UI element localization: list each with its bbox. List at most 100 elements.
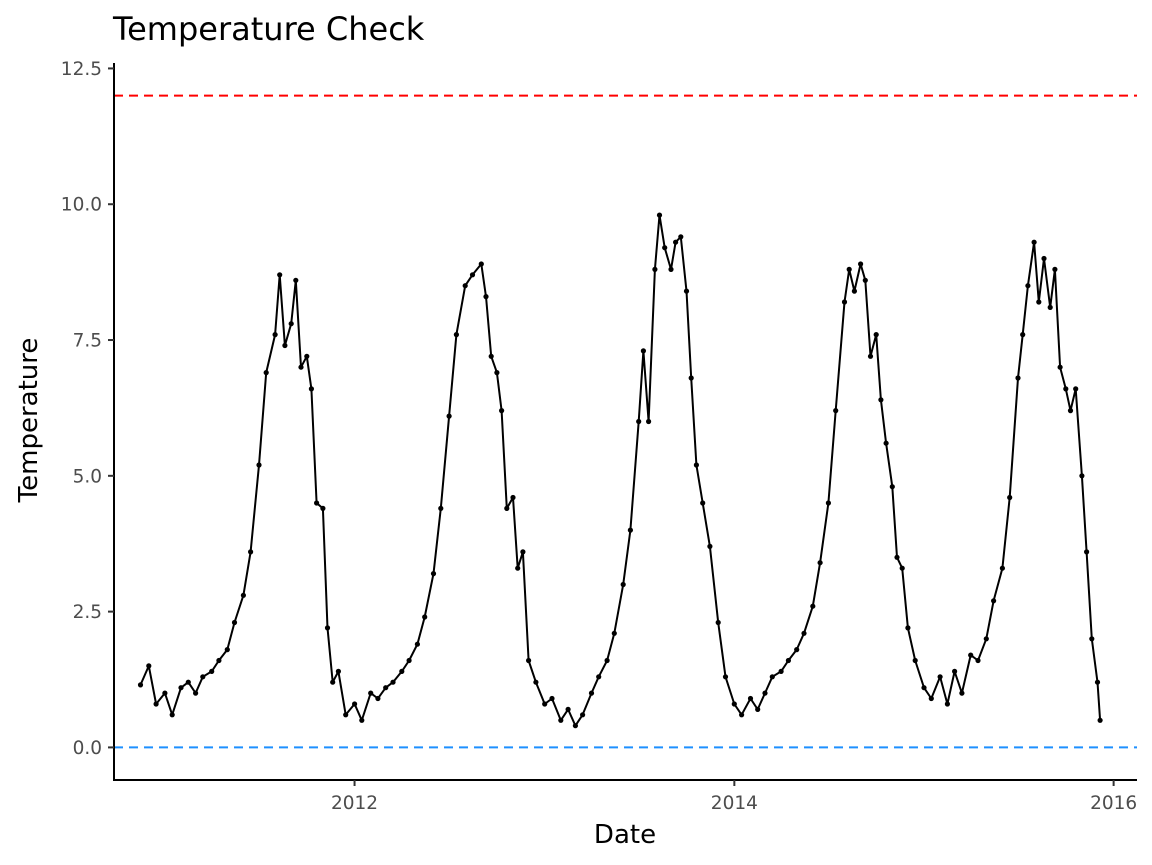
data-point-32 [359,717,365,723]
data-point-7 [193,690,199,696]
data-point-124 [999,565,1006,571]
data-point-105 [867,353,874,359]
data-point-24 [308,386,314,392]
data-point-77 [673,239,679,245]
data-point-27 [324,625,331,631]
data-point-19 [282,342,288,349]
data-point-91 [769,674,775,680]
data-point-20 [288,321,294,327]
data-point-111 [899,565,905,571]
data-point-142 [1097,717,1103,723]
data-point-108 [883,440,889,446]
data-point-28 [330,679,336,685]
data-point-106 [873,332,879,338]
data-point-88 [747,695,754,702]
data-point-92 [778,668,784,675]
data-point-29 [335,668,341,675]
data-point-35 [383,685,389,691]
data-point-76 [668,266,674,272]
data-point-74 [656,212,663,218]
data-point-43 [446,413,452,419]
y-tick-label-5: 12.5 [61,59,102,80]
data-point-89 [755,706,761,713]
data-point-64 [588,690,595,696]
data-point-49 [488,353,494,359]
data-point-25 [314,500,320,506]
data-point-86 [731,701,737,707]
series-line-0 [139,214,1102,727]
data-point-61 [565,706,571,713]
data-point-127 [1020,332,1026,338]
data-point-40 [422,614,428,620]
data-point-107 [878,397,884,403]
data-point-79 [683,288,690,294]
data-point-93 [785,657,792,664]
data-point-66 [604,657,610,664]
data-point-126 [1015,375,1021,381]
data-point-96 [810,603,816,609]
data-point-87 [739,712,745,718]
data-point-39 [414,641,420,647]
data-point-12 [231,619,238,626]
data-point-135 [1063,386,1069,392]
data-point-14 [248,549,254,555]
data-point-23 [304,353,310,359]
data-point-75 [662,245,668,251]
data-point-62 [572,723,579,729]
data-point-46 [469,272,476,278]
data-point-52 [504,505,510,511]
data-point-0 [137,682,144,688]
data-point-44 [453,332,459,338]
data-point-5 [178,685,184,691]
data-point-22 [298,364,304,370]
data-point-94 [794,647,800,653]
data-point-99 [833,408,839,414]
data-point-109 [889,484,895,490]
data-point-131 [1041,255,1047,262]
x-tick-label-2: 2016 [1090,793,1137,814]
data-point-73 [652,266,658,272]
data-point-136 [1067,408,1074,414]
data-point-4 [169,712,175,718]
data-point-118 [952,668,958,675]
data-point-103 [858,261,864,267]
data-point-101 [846,266,852,272]
data-point-6 [185,679,191,685]
data-point-17 [272,332,278,338]
data-point-83 [707,543,713,550]
reference-lines [114,94,1137,749]
y-tick-label-4: 10.0 [61,195,102,216]
data-point-70 [636,418,642,425]
data-point-133 [1052,266,1058,272]
data-point-81 [693,462,700,468]
data-point-80 [688,375,694,381]
data-point-11 [224,647,230,653]
x-tick-label-0: 2012 [331,793,378,814]
data-point-72 [646,418,652,425]
data-point-116 [937,674,943,680]
data-point-21 [293,277,299,283]
series-group [137,212,1103,729]
data-point-1 [146,663,152,669]
data-point-97 [817,560,823,566]
data-point-30 [343,712,349,718]
data-point-128 [1025,283,1031,289]
data-point-120 [968,652,974,658]
data-point-45 [462,283,468,289]
data-point-139 [1084,549,1090,555]
data-point-121 [975,657,981,664]
data-point-57 [533,679,539,685]
data-point-15 [256,462,262,468]
data-point-51 [499,408,505,414]
x-axis-ticks: 2012 2014 2016 [331,780,1137,814]
y-tick-label-2: 5.0 [73,466,102,487]
data-point-130 [1036,299,1042,305]
data-point-100 [841,299,848,305]
data-point-60 [558,717,564,723]
data-point-138 [1079,473,1085,479]
data-point-123 [991,598,997,604]
y-tick-label-0: 0.0 [73,738,102,759]
data-point-9 [209,668,215,675]
x-axis-title: Date [594,820,656,850]
